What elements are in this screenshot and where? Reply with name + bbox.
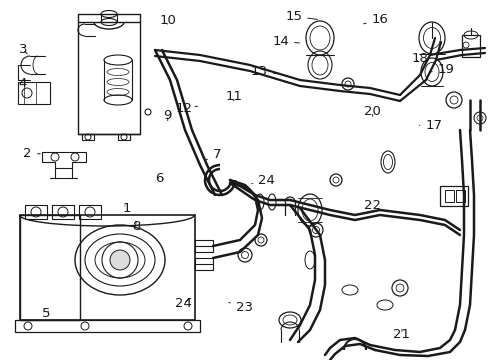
Text: 11: 11	[225, 90, 242, 103]
Text: 2: 2	[23, 147, 40, 160]
Bar	[25, 205, 47, 219]
Bar	[195, 240, 213, 252]
Text: 14: 14	[271, 35, 299, 48]
Text: 15: 15	[285, 10, 317, 23]
Text: 5: 5	[42, 307, 51, 320]
Text: 19: 19	[429, 63, 454, 76]
Text: 24: 24	[174, 297, 191, 310]
Bar	[118, 134, 130, 140]
Text: 6: 6	[155, 172, 163, 185]
Bar	[20, 215, 195, 320]
Text: 7: 7	[205, 148, 221, 161]
Text: 22: 22	[364, 199, 380, 212]
Text: 12: 12	[175, 102, 197, 115]
Bar	[15, 320, 200, 332]
Text: 13: 13	[250, 65, 274, 78]
Text: 1: 1	[122, 202, 131, 215]
Bar	[82, 134, 94, 140]
Text: 21: 21	[393, 328, 409, 341]
Text: 18: 18	[410, 52, 427, 65]
Bar	[78, 22, 140, 134]
Bar	[439, 186, 467, 206]
Text: 16: 16	[363, 13, 388, 26]
Text: 20: 20	[364, 105, 380, 118]
Bar	[461, 35, 479, 57]
Bar	[195, 258, 213, 270]
Bar	[18, 82, 50, 104]
Bar	[455, 190, 464, 202]
Bar	[20, 215, 80, 320]
Text: 8: 8	[132, 220, 140, 233]
Text: 24: 24	[251, 174, 275, 186]
Text: 23: 23	[228, 301, 252, 314]
Text: 3: 3	[19, 43, 27, 56]
Bar	[52, 205, 74, 219]
Text: 9: 9	[163, 109, 172, 122]
Bar	[444, 190, 453, 202]
Text: 4: 4	[19, 77, 27, 90]
Circle shape	[110, 250, 130, 270]
Text: 10: 10	[159, 14, 176, 27]
Text: 17: 17	[419, 119, 442, 132]
Bar	[79, 205, 101, 219]
